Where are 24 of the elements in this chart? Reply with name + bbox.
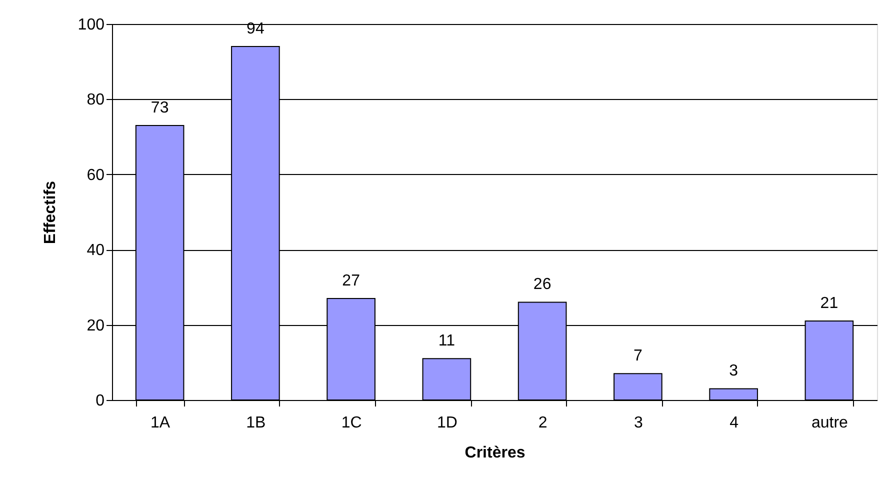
y-tick-label: 60 [86,166,105,184]
data-label: 21 [820,295,838,312]
x-tick-label: 1C [341,414,362,432]
y-tick-label: 80 [86,92,105,109]
data-label: 26 [533,276,552,294]
x-axis-title: Critères [464,444,526,462]
data-label: 7 [633,348,642,365]
y-tick-label: 20 [86,317,105,334]
x-tick-label: 1B [246,414,266,432]
y-tick-label: 100 [78,16,105,34]
y-tick-label: 40 [86,242,105,260]
x-tick-label: 1D [436,414,458,432]
bar [422,358,472,400]
y-tick-label: 0 [96,392,105,410]
data-label: 73 [150,100,169,117]
y-axis-title: Effectifs [42,180,59,244]
x-tick-label: autre [811,414,848,432]
x-tick-label: 2 [538,414,548,432]
x-tick-label: 1A [150,414,170,432]
data-label: 11 [438,332,456,350]
data-label: 3 [729,362,738,380]
x-tick-label: 4 [730,414,739,432]
data-label: 27 [342,272,360,290]
x-tick-label: 3 [634,414,643,432]
